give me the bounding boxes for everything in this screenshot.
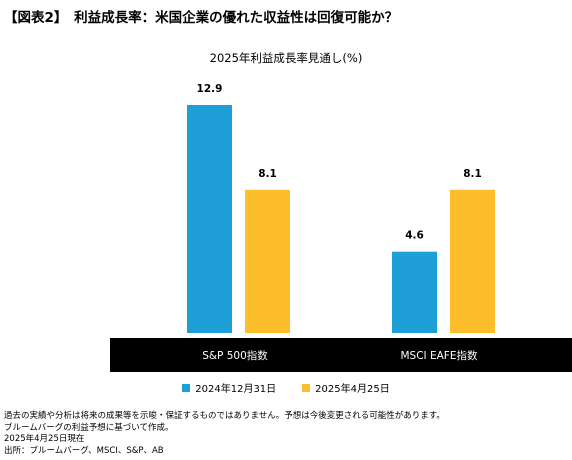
chart-legend: 2024年12月31日 2025年4月25日 — [0, 380, 572, 395]
legend-item-2025: 2025年4月25日 — [302, 380, 390, 395]
data-label-2025-sp500: 8.1 — [258, 168, 277, 180]
legend-swatch-2025 — [302, 383, 311, 392]
page-title: 【図表2】 利益成長率：米国企業の優れた収益性は回復可能か？ — [4, 10, 399, 26]
chart-title: 2025年利益成長率見通し(%) — [209, 51, 363, 65]
footnote-basis: ブルームバーグの利益予想に基づいて作成。 — [4, 422, 174, 433]
legend-swatch-2024 — [182, 383, 191, 392]
category-axis-band — [110, 338, 572, 372]
category-label-eafe: MSCI EAFE指数 — [401, 349, 478, 362]
legend-label-2025: 2025年4月25日 — [315, 384, 390, 395]
bar-2025-sp500 — [245, 189, 290, 333]
footnote-disclaimer: 過去の実績や分析は将来の成果等を示唆・保証するものではありません。予想は今後変更… — [4, 411, 445, 421]
footnote-source: 出所：ブルームバーグ、MSCI、S&P、AB — [4, 445, 164, 456]
footnote-date: 2025年4月25日現在 — [4, 434, 85, 444]
legend-item-2024: 2024年12月31日 — [182, 380, 276, 395]
bar-2024-sp500 — [187, 105, 232, 333]
data-label-2024-sp500: 12.9 — [197, 83, 223, 95]
bar-2025-eafe — [450, 189, 495, 333]
data-label-2025-eafe: 8.1 — [463, 168, 482, 180]
data-label-2024-eafe: 4.6 — [405, 230, 424, 242]
legend-label-2024: 2024年12月31日 — [195, 384, 277, 395]
bar-chart: 12.9 8.1 4.6 8.1 S&P 500指数 MSCI EAFE指数 — [110, 83, 572, 372]
category-label-sp500: S&P 500指数 — [202, 349, 268, 362]
bar-2024-eafe — [392, 251, 437, 333]
footnotes: 過去の実績や分析は将来の成果等を示唆・保証するものではありません。予想は今後変更… — [4, 411, 445, 457]
